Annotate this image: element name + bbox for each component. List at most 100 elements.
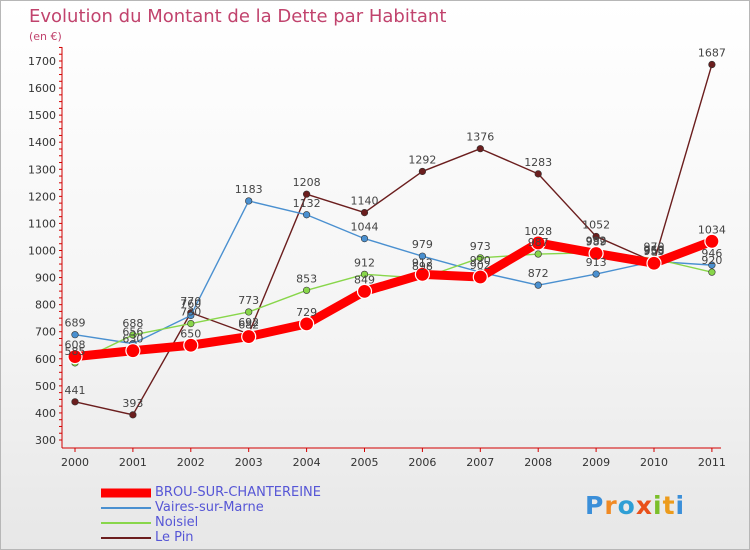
y-tick-label: 700 bbox=[35, 326, 56, 339]
data-point bbox=[418, 252, 427, 260]
data-point bbox=[360, 234, 369, 243]
data-point bbox=[245, 197, 253, 205]
x-tick-label: 2009 bbox=[582, 456, 610, 469]
x-tick-label: 2004 bbox=[293, 456, 321, 469]
data-label: 946 bbox=[701, 247, 722, 260]
logo-letter: i bbox=[653, 491, 663, 520]
y-tick-label: 1500 bbox=[28, 109, 56, 122]
data-label: 970 bbox=[644, 241, 665, 254]
y-tick-label: 600 bbox=[35, 353, 56, 366]
chart-title: Evolution du Montant de la Dette par Hab… bbox=[29, 6, 447, 27]
y-tick-label: 1400 bbox=[28, 136, 56, 149]
data-point bbox=[708, 261, 716, 269]
data-label: 1052 bbox=[582, 218, 610, 231]
legend-label: BROU-SUR-CHANTEREINE bbox=[155, 485, 321, 500]
data-label: 650 bbox=[180, 327, 201, 340]
data-label: 898 bbox=[412, 260, 433, 273]
y-tick-label: 800 bbox=[35, 299, 56, 312]
data-label: 585 bbox=[65, 345, 86, 358]
data-label: 987 bbox=[528, 236, 549, 249]
data-label: 1208 bbox=[293, 176, 321, 189]
data-label: 688 bbox=[122, 317, 143, 330]
data-point bbox=[476, 145, 484, 153]
data-point bbox=[592, 270, 600, 278]
data-label: 960 bbox=[644, 243, 665, 256]
data-label: 692 bbox=[238, 316, 259, 329]
x-tick-label: 2007 bbox=[466, 456, 494, 469]
data-point bbox=[241, 328, 257, 345]
y-tick-label: 1200 bbox=[28, 190, 56, 203]
x-tick-label: 2005 bbox=[351, 456, 379, 469]
data-label: 853 bbox=[296, 272, 317, 285]
data-point bbox=[360, 270, 369, 278]
data-label: 770 bbox=[180, 295, 201, 308]
data-label: 1687 bbox=[698, 47, 726, 60]
y-tick-label: 900 bbox=[35, 272, 56, 285]
logo-letter: o bbox=[617, 491, 636, 520]
data-point bbox=[299, 316, 315, 332]
series-line bbox=[74, 63, 713, 416]
data-label: 1183 bbox=[235, 183, 263, 196]
x-tick-label: 2008 bbox=[524, 456, 552, 469]
data-label: 902 bbox=[470, 259, 491, 272]
data-point bbox=[708, 60, 716, 69]
data-label: 973 bbox=[470, 240, 491, 253]
data-label: 912 bbox=[412, 256, 433, 269]
logo-letter: t bbox=[662, 491, 676, 520]
data-label: 773 bbox=[238, 294, 259, 307]
data-point bbox=[67, 349, 83, 365]
data-point bbox=[356, 283, 373, 299]
data-label: 608 bbox=[65, 339, 86, 352]
data-point bbox=[534, 281, 542, 289]
data-point bbox=[414, 266, 430, 282]
data-label: 1132 bbox=[293, 197, 321, 210]
data-label: 729 bbox=[296, 306, 317, 319]
data-point bbox=[704, 233, 720, 249]
legend-label: Le Pin bbox=[155, 530, 194, 545]
data-point bbox=[530, 235, 546, 251]
data-label: 441 bbox=[65, 384, 86, 397]
x-tick-label: 2010 bbox=[640, 456, 668, 469]
y-tick-label: 1100 bbox=[28, 217, 56, 230]
data-label: 953 bbox=[644, 245, 665, 258]
data-label: 1028 bbox=[524, 225, 552, 238]
data-label: 912 bbox=[354, 256, 375, 269]
data-point bbox=[187, 311, 195, 320]
data-label: 393 bbox=[122, 397, 143, 410]
logo-letter: P bbox=[585, 491, 605, 520]
legend-swatch bbox=[101, 488, 151, 497]
data-point bbox=[534, 170, 542, 178]
data-label: 958 bbox=[644, 244, 665, 257]
data-point bbox=[71, 331, 79, 339]
data-point bbox=[646, 255, 662, 271]
data-point bbox=[125, 343, 141, 359]
data-point bbox=[418, 167, 427, 176]
data-label: 1034 bbox=[698, 223, 726, 236]
y-tick-label: 500 bbox=[35, 380, 56, 393]
data-point bbox=[534, 250, 542, 258]
data-point bbox=[245, 308, 253, 316]
data-point bbox=[472, 269, 488, 285]
data-label: 1140 bbox=[351, 195, 379, 208]
data-point bbox=[303, 211, 311, 219]
data-point bbox=[187, 319, 195, 328]
logo-letter: i bbox=[675, 491, 686, 520]
unit-label: (en €) bbox=[29, 30, 62, 43]
data-point bbox=[592, 232, 600, 241]
series-line bbox=[74, 200, 713, 345]
data-point bbox=[183, 337, 199, 353]
legend-swatch bbox=[101, 536, 151, 539]
data-label: 656 bbox=[122, 326, 143, 339]
data-point bbox=[303, 190, 311, 198]
legend-label: Vaires-sur-Marne bbox=[155, 500, 264, 515]
data-point bbox=[476, 254, 484, 262]
data-point bbox=[303, 286, 311, 294]
data-label: 992 bbox=[586, 235, 607, 248]
data-label: 920 bbox=[701, 254, 722, 267]
data-label: 730 bbox=[180, 306, 201, 319]
data-point bbox=[129, 331, 137, 339]
x-tick-label: 2001 bbox=[119, 456, 147, 469]
y-tick-label: 1600 bbox=[28, 82, 56, 95]
